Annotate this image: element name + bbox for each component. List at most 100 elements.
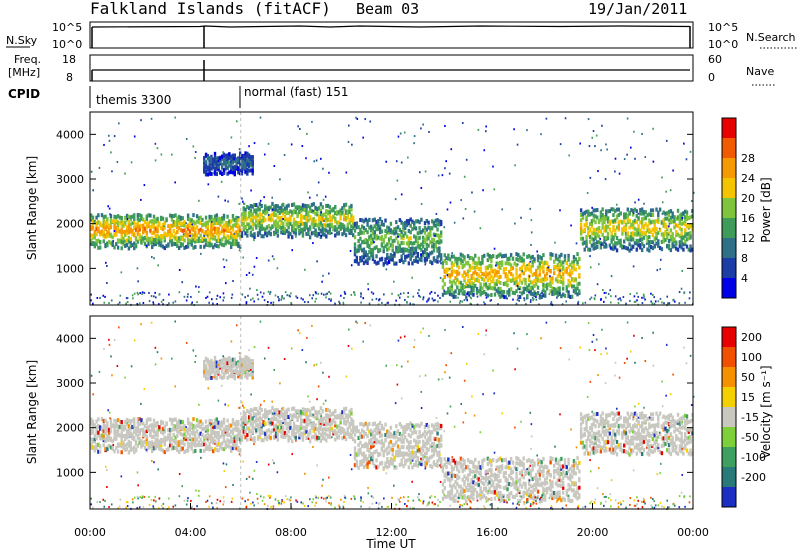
power-noise bbox=[633, 130, 635, 133]
power-cell bbox=[136, 225, 140, 230]
power-cell bbox=[614, 241, 617, 246]
power-cell bbox=[434, 258, 437, 263]
power-cell bbox=[407, 248, 411, 253]
power-cell bbox=[567, 283, 570, 288]
power-cell bbox=[199, 238, 202, 243]
power-cell bbox=[104, 233, 107, 238]
power-cell bbox=[194, 227, 197, 232]
power-cell bbox=[212, 220, 215, 225]
velocity-cell bbox=[195, 423, 199, 428]
power-cell bbox=[332, 206, 335, 212]
power-cell bbox=[579, 218, 583, 223]
power-noise bbox=[636, 299, 638, 302]
power-cell bbox=[463, 270, 466, 275]
power-cell bbox=[242, 158, 245, 163]
power-noise bbox=[634, 201, 636, 204]
velocity-cell bbox=[371, 435, 375, 440]
velocity-cell bbox=[273, 435, 276, 440]
power-cell bbox=[637, 216, 640, 221]
velocity-cell bbox=[273, 427, 276, 432]
power-cell bbox=[436, 218, 439, 223]
power-cell bbox=[596, 215, 599, 220]
power-cell bbox=[508, 261, 511, 266]
power-noise bbox=[140, 198, 142, 201]
power-cell bbox=[204, 242, 208, 247]
power-cell bbox=[691, 209, 694, 214]
velocity-cell bbox=[233, 421, 236, 426]
freq-tick-bottom: 8 bbox=[66, 71, 73, 84]
power-cell bbox=[339, 216, 342, 221]
velocity-cell bbox=[360, 422, 364, 427]
velocity-cell bbox=[362, 443, 366, 448]
velocity-cell bbox=[319, 406, 323, 411]
power-cell bbox=[276, 224, 280, 229]
power-noise bbox=[271, 196, 274, 199]
power-noise bbox=[90, 299, 93, 302]
power-cell bbox=[678, 213, 682, 218]
velocity-cell bbox=[292, 434, 296, 439]
power-cell bbox=[242, 165, 245, 170]
power-cell bbox=[122, 230, 125, 235]
velocity-cell bbox=[285, 426, 289, 431]
power-noise bbox=[449, 300, 452, 303]
velocity-cell bbox=[452, 498, 455, 503]
power-cell bbox=[355, 255, 359, 260]
velocity-cell bbox=[203, 448, 206, 453]
velocity-cell bbox=[152, 434, 156, 439]
velocity-cell bbox=[174, 424, 177, 429]
power-cell bbox=[294, 231, 297, 236]
power-cell bbox=[221, 242, 224, 247]
velocity-cell bbox=[210, 434, 213, 439]
power-noise bbox=[420, 203, 423, 206]
power-cell bbox=[579, 212, 583, 217]
power-cell bbox=[544, 277, 547, 282]
power-noise bbox=[593, 298, 596, 301]
velocity-cell bbox=[364, 454, 367, 459]
velocity-cell bbox=[378, 452, 382, 457]
power-cell bbox=[436, 227, 439, 232]
velocity-cell bbox=[387, 441, 391, 446]
power-noise bbox=[191, 223, 193, 226]
velocity-cell bbox=[348, 409, 351, 414]
velocity-cell bbox=[314, 415, 317, 420]
power-cell bbox=[109, 220, 113, 225]
power-noise bbox=[529, 207, 532, 210]
velocity-cell bbox=[228, 439, 231, 444]
power-cell bbox=[430, 250, 434, 255]
velocity-cell bbox=[177, 450, 181, 455]
power-cell bbox=[111, 243, 114, 248]
power-noise bbox=[393, 280, 395, 283]
velocity-cell bbox=[405, 452, 409, 457]
power-cell bbox=[413, 224, 416, 229]
power-cell bbox=[436, 233, 439, 238]
velocity-cell bbox=[423, 429, 427, 434]
power-cell bbox=[441, 260, 445, 265]
power-cell bbox=[131, 214, 134, 219]
power-cell bbox=[247, 225, 251, 230]
power-noise bbox=[667, 233, 670, 236]
power-cell bbox=[217, 234, 220, 239]
power-cell bbox=[666, 224, 669, 229]
velocity-cell bbox=[149, 423, 152, 428]
power-cell bbox=[391, 229, 394, 234]
power-cell bbox=[587, 247, 590, 252]
velocity-cell bbox=[264, 415, 267, 420]
velocity-cell bbox=[100, 433, 104, 438]
velocity-cell bbox=[129, 441, 132, 446]
power-cell bbox=[603, 220, 606, 225]
power-cell bbox=[414, 219, 418, 224]
power-cell bbox=[395, 236, 398, 241]
power-cell bbox=[325, 234, 328, 239]
power-cell bbox=[387, 226, 391, 231]
power-cell bbox=[203, 238, 206, 243]
velocity-cell bbox=[407, 447, 411, 452]
power-cell bbox=[188, 223, 192, 228]
velocity-cell bbox=[387, 450, 391, 455]
power-cell bbox=[204, 215, 208, 220]
power-cell bbox=[102, 214, 105, 219]
velocity-cell bbox=[208, 434, 211, 439]
power-noise bbox=[104, 295, 106, 298]
power-cell bbox=[343, 227, 346, 232]
power-cell bbox=[176, 225, 179, 230]
velocity-cell bbox=[253, 439, 256, 444]
